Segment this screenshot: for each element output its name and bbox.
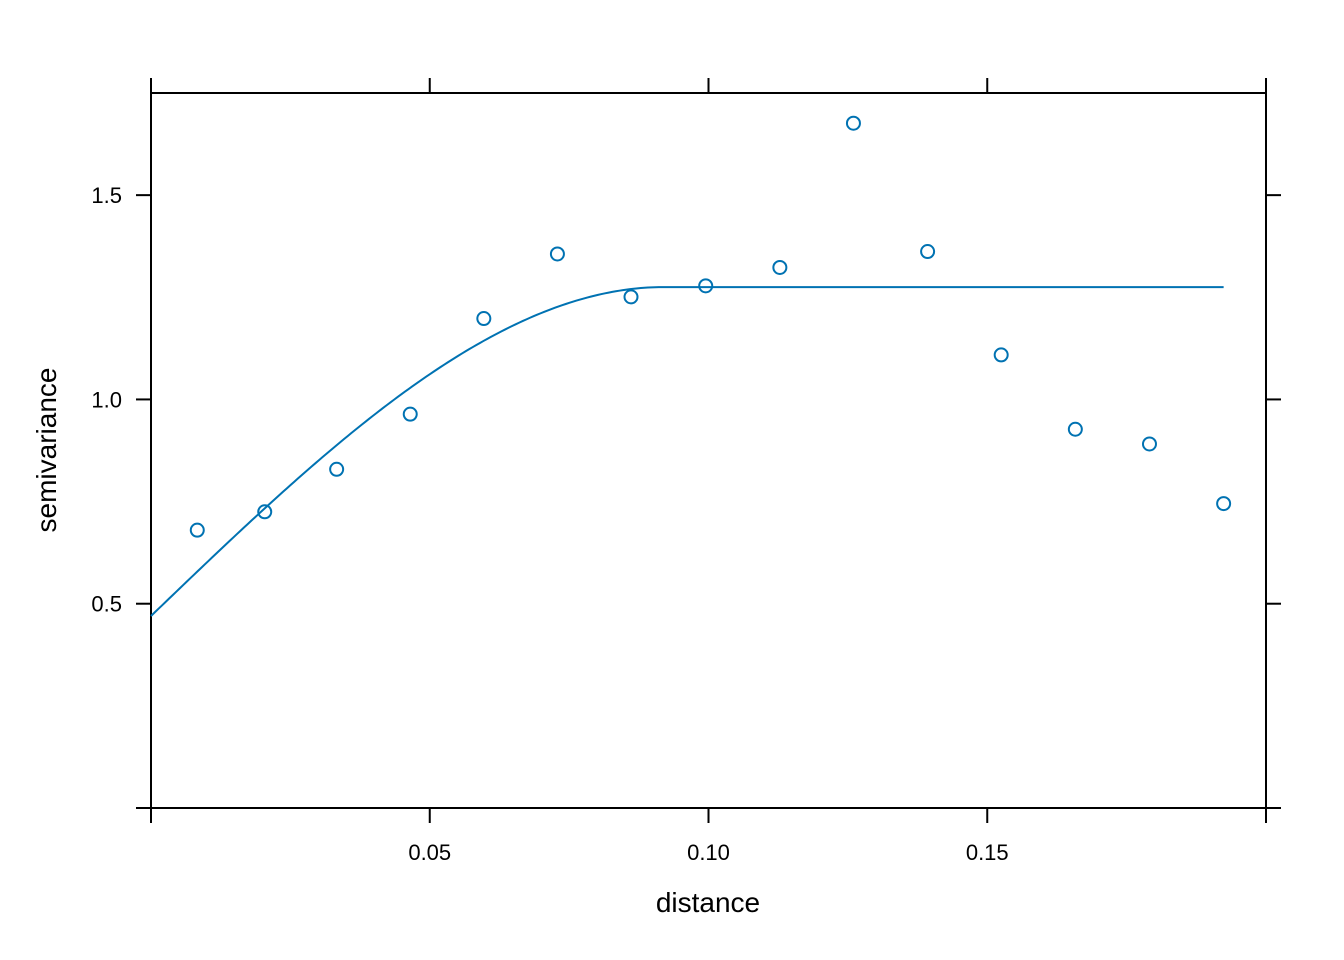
data-point	[549, 246, 565, 262]
x-tick-label: 0.10	[687, 840, 730, 865]
data-points-group	[189, 115, 1232, 538]
y-tick-label: 1.0	[91, 387, 122, 412]
data-point	[329, 461, 345, 477]
fitted-line-group	[150, 286, 1224, 617]
axis-ticks-group: 0.05 0.10 0.15 0.5 1.0 1.5	[91, 78, 1281, 865]
data-point	[402, 406, 418, 422]
data-point	[476, 311, 492, 327]
data-point	[1216, 496, 1232, 512]
data-point	[257, 504, 273, 520]
data-point	[993, 347, 1009, 363]
x-tick-label: 0.15	[966, 840, 1009, 865]
data-point	[1067, 421, 1083, 437]
x-axis-title: distance	[656, 887, 760, 918]
y-axis-title: semivariance	[31, 368, 62, 533]
data-point	[772, 259, 788, 275]
fitted-variogram-line	[150, 286, 1224, 617]
plot-frame-group	[150, 92, 1267, 809]
data-point	[845, 115, 861, 131]
data-point	[698, 278, 714, 294]
plot-border	[150, 92, 1267, 809]
data-point	[1141, 436, 1157, 452]
y-tick-label: 0.5	[91, 592, 122, 617]
data-point	[623, 289, 639, 305]
data-point	[920, 244, 936, 260]
data-point	[189, 522, 205, 538]
x-tick-label: 0.05	[408, 840, 451, 865]
y-tick-label: 1.5	[91, 183, 122, 208]
